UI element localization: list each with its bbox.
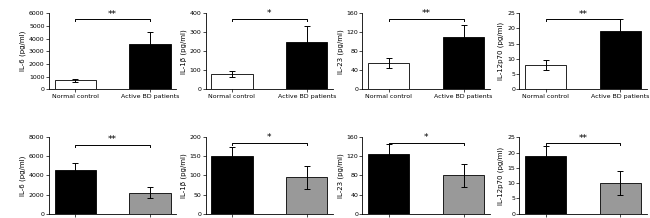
Text: **: **: [578, 134, 588, 143]
Bar: [443, 175, 484, 214]
Bar: [55, 170, 96, 214]
Text: **: **: [108, 135, 117, 144]
Y-axis label: IL-6 (pg/ml): IL-6 (pg/ml): [20, 31, 26, 72]
Bar: [525, 65, 566, 89]
Y-axis label: IL-23 (pg/ml): IL-23 (pg/ml): [337, 29, 344, 74]
Bar: [443, 37, 484, 89]
Bar: [129, 193, 170, 214]
Bar: [368, 154, 410, 214]
Text: **: **: [108, 10, 117, 19]
Bar: [286, 177, 328, 214]
Bar: [211, 74, 252, 89]
Bar: [55, 80, 96, 89]
Bar: [129, 44, 170, 89]
Bar: [368, 63, 410, 89]
Y-axis label: IL-1β (pg/ml): IL-1β (pg/ml): [180, 153, 187, 198]
Text: *: *: [424, 133, 428, 142]
Bar: [211, 157, 252, 214]
Y-axis label: IL-1β (pg/ml): IL-1β (pg/ml): [180, 29, 187, 74]
Y-axis label: IL-23 (pg/ml): IL-23 (pg/ml): [337, 153, 344, 198]
Text: **: **: [578, 10, 588, 19]
Y-axis label: IL-12p70 (pg/ml): IL-12p70 (pg/ml): [498, 22, 504, 80]
Y-axis label: IL-6 (pg/ml): IL-6 (pg/ml): [20, 155, 26, 196]
Text: *: *: [267, 9, 272, 18]
Bar: [600, 183, 641, 214]
Text: *: *: [267, 133, 272, 142]
Bar: [600, 31, 641, 89]
Y-axis label: IL-12p70 (pg/ml): IL-12p70 (pg/ml): [498, 146, 504, 204]
Text: **: **: [422, 9, 431, 18]
Bar: [525, 156, 566, 214]
Bar: [286, 42, 328, 89]
